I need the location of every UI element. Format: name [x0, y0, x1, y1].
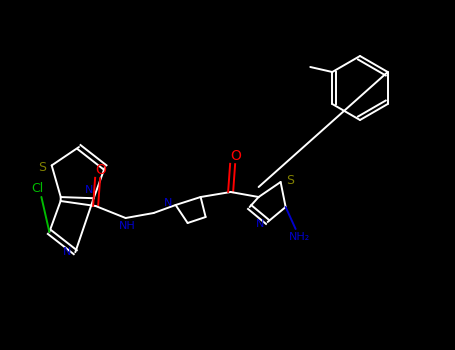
Text: S: S [38, 161, 46, 174]
Text: Cl: Cl [31, 182, 44, 195]
Text: NH₂: NH₂ [289, 232, 310, 242]
Text: S: S [287, 174, 295, 187]
Text: O: O [95, 163, 106, 177]
Text: O: O [230, 149, 241, 163]
Text: N: N [255, 219, 264, 229]
Text: N: N [63, 247, 71, 257]
Text: N: N [163, 198, 172, 208]
Text: N: N [85, 185, 93, 195]
Text: NH: NH [119, 221, 136, 231]
